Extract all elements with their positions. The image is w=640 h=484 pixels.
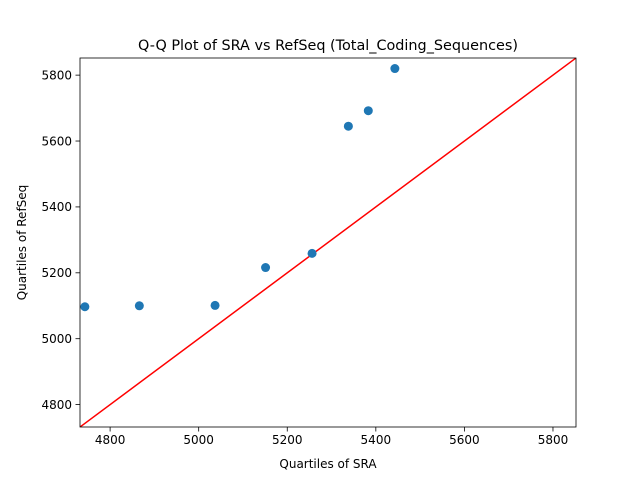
data-point-5 [343,121,353,131]
x-tick-label-4800: 4800 [95,433,126,447]
y-tick-label-5400: 5400 [41,200,72,214]
data-point-0 [80,302,90,312]
x-tick-label-5200: 5200 [272,433,303,447]
y-tick-label-5000: 5000 [41,332,72,346]
data-point-3 [261,263,271,273]
chart-title: Q-Q Plot of SRA vs RefSeq (Total_Coding_… [138,38,518,54]
y-tick-label-5800: 5800 [41,68,72,82]
plot-frame [79,57,577,428]
x-tick-label-5800: 5800 [538,433,569,447]
data-point-2 [210,300,220,310]
data-points [80,64,400,312]
y-axis-ticks: 4800 5000 5200 5400 5600 5800 [41,68,80,412]
y-axis-label: Quartiles of RefSeq [15,185,29,301]
x-axis-ticks: 4800 5000 5200 5400 5600 5800 [95,427,568,447]
y-tick-label-5600: 5600 [41,134,72,148]
x-tick-label-5400: 5400 [361,433,392,447]
y-tick-label-5200: 5200 [41,266,72,280]
x-tick-label-5600: 5600 [449,433,480,447]
x-axis-label: Quartiles of SRA [279,457,377,471]
data-point-4 [307,248,317,258]
y-tick-label-4800: 4800 [41,398,72,412]
x-tick-label-5000: 5000 [183,433,214,447]
plot-content [80,58,576,427]
data-point-1 [134,301,144,311]
reference-line [80,58,576,427]
data-point-6 [363,106,373,116]
data-point-7 [390,64,400,74]
